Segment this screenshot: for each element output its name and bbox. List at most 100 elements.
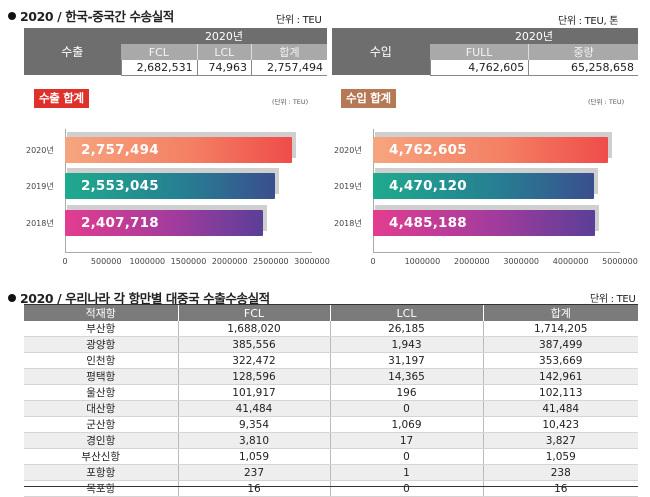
export-val-total: 2,757,494: [250, 60, 327, 76]
x-tick-label: 1500000: [170, 257, 207, 266]
x-tick-label: 0: [370, 257, 376, 266]
x-tick-label: 2500000: [253, 257, 289, 266]
bullet-icon: [8, 294, 16, 302]
fcl-cell: 101,917: [178, 384, 331, 401]
ports-header-fcl: FCL: [178, 305, 331, 321]
import-row-label: 수입: [332, 28, 430, 75]
section1-title: 2020 / 한국-중국간 수송실적: [8, 6, 174, 25]
port-name-cell: 대산항: [24, 400, 179, 417]
total-cell: 16: [483, 480, 638, 497]
table-row: 부산신항 1,059 0 1,059: [24, 448, 638, 465]
export-year: 2020년: [121, 28, 327, 44]
lcl-cell: 17: [330, 432, 484, 449]
bar-value-label: 2,407,718: [81, 215, 159, 231]
bar-value-label: 4,485,188: [389, 215, 467, 231]
x-tick-label: 1000000: [129, 257, 166, 266]
export-col-lcl: LCL: [197, 44, 252, 60]
lcl-cell: 196: [330, 384, 484, 401]
fcl-cell: 1,059: [178, 448, 331, 465]
port-name-cell: 경인항: [24, 432, 179, 449]
total-cell: 1,714,205: [483, 321, 638, 337]
lcl-cell: 0: [330, 480, 484, 497]
fcl-cell: 41,484: [178, 400, 331, 417]
bar-value-label: 2,553,045: [81, 178, 159, 194]
table-top-rule: [24, 304, 638, 305]
import-unit: 단위 : TEU, 톤: [558, 16, 619, 27]
bar-value-label: 4,762,605: [389, 142, 467, 158]
bar-2: [65, 210, 264, 236]
bar-2: [373, 210, 595, 236]
port-name-cell: 광양항: [24, 336, 179, 353]
bar-value-label: 4,470,120: [389, 178, 467, 194]
import-chart-badge: 수입 합계: [341, 89, 396, 108]
x-tick-label: 1000000: [404, 257, 441, 266]
x-tick-label: 3000000: [294, 257, 330, 266]
x-tick-label: 2000000: [211, 257, 248, 266]
export-chart-unit: (단위 : TEU): [272, 98, 309, 106]
section2-title: 2020 / 우리나라 각 항만별 대중국 수출수송실적: [8, 288, 270, 307]
lcl-cell: 1: [330, 464, 484, 481]
table-row: 광양항 385,556 1,943 387,499: [24, 336, 638, 353]
total-cell: 238: [483, 464, 638, 481]
fcl-cell: 3,810: [178, 432, 331, 449]
fcl-cell: 1,688,020: [178, 321, 331, 337]
fcl-cell: 16: [178, 480, 331, 497]
lcl-cell: 1,943: [330, 336, 484, 353]
export-col-fcl: FCL: [121, 44, 198, 60]
bar-value-label: 2,757,494: [81, 142, 159, 158]
port-name-cell: 울산항: [24, 384, 179, 401]
fcl-cell: 237: [178, 464, 331, 481]
x-axis-line: [373, 252, 620, 253]
lcl-cell: 0: [330, 400, 484, 417]
table-row: 인천항 322,472 31,197 353,669: [24, 352, 638, 369]
y-category-label: 2020년: [26, 146, 54, 155]
bar-1: [373, 173, 594, 199]
table-row: 목포항 16 0 16: [24, 480, 638, 497]
export-col-total: 합계: [251, 44, 327, 60]
table-row: 포항항 237 1 238: [24, 464, 638, 481]
x-tick-label: 3000000: [503, 257, 540, 266]
total-cell: 10,423: [483, 416, 638, 433]
bar-1: [65, 173, 276, 199]
import-val-weight: 65,258,658: [528, 60, 638, 76]
ports-table: 적재항 FCL LCL 합계 부산항 1,688,020 26,185 1,714,2…: [24, 305, 638, 497]
import-chart-unit: (단위 : TEU): [588, 98, 625, 106]
lcl-cell: 26,185: [330, 321, 484, 337]
import-col-full: FULL: [430, 44, 530, 60]
port-name-cell: 평택항: [24, 368, 179, 385]
export-summary-table: 수출 2020년 FCL LCL 합계 2,682,531 74,963 2,7…: [24, 28, 327, 76]
y-category-label: 2018년: [26, 219, 54, 228]
fcl-cell: 322,472: [178, 352, 331, 369]
x-tick-label: 500000: [90, 257, 122, 266]
x-axis-line: [65, 252, 312, 253]
section2-title-text: 2020 / 우리나라 각 항만별 대중국 수출수송실적: [20, 291, 270, 306]
section1-title-text: 2020 / 한국-중국간 수송실적: [20, 9, 174, 24]
x-tick-label: 0: [62, 257, 68, 266]
export-val-lcl: 74,963: [196, 60, 252, 76]
port-name-cell: 군산항: [24, 416, 179, 433]
ports-header-port: 적재항: [24, 305, 179, 321]
table-row: 부산항 1,688,020 26,185 1,714,205: [24, 321, 638, 337]
ports-header-row: 적재항 FCL LCL 합계: [24, 305, 638, 321]
table-row: 군산항 9,354 1,069 10,423: [24, 416, 638, 433]
export-unit: 단위 : TEU: [276, 15, 322, 26]
port-name-cell: 인천항: [24, 352, 179, 369]
table-row: 경인항 3,810 17 3,827: [24, 432, 638, 449]
total-cell: 3,827: [483, 432, 638, 449]
y-category-label: 2018년: [334, 219, 362, 228]
import-summary-table: 수입 2020년 FULL 중량 4,762,605 65,258,658: [332, 28, 638, 76]
y-category-label: 2019년: [334, 182, 362, 191]
bar-0: [65, 137, 293, 163]
ports-header-total: 합계: [483, 305, 638, 321]
lcl-cell: 14,365: [330, 368, 484, 385]
bar-0: [373, 137, 609, 163]
total-cell: 387,499: [483, 336, 638, 353]
table-row: 울산항 101,917 196 102,113: [24, 384, 638, 401]
y-category-label: 2020년: [334, 146, 362, 155]
export-chart-badge: 수출 합계: [34, 89, 89, 108]
total-cell: 1,059: [483, 448, 638, 465]
bullet-icon: [8, 12, 16, 20]
x-tick-label: 5000000: [602, 257, 638, 266]
export-row-label: 수출: [24, 28, 121, 75]
table-bottom-rule: [24, 486, 638, 487]
